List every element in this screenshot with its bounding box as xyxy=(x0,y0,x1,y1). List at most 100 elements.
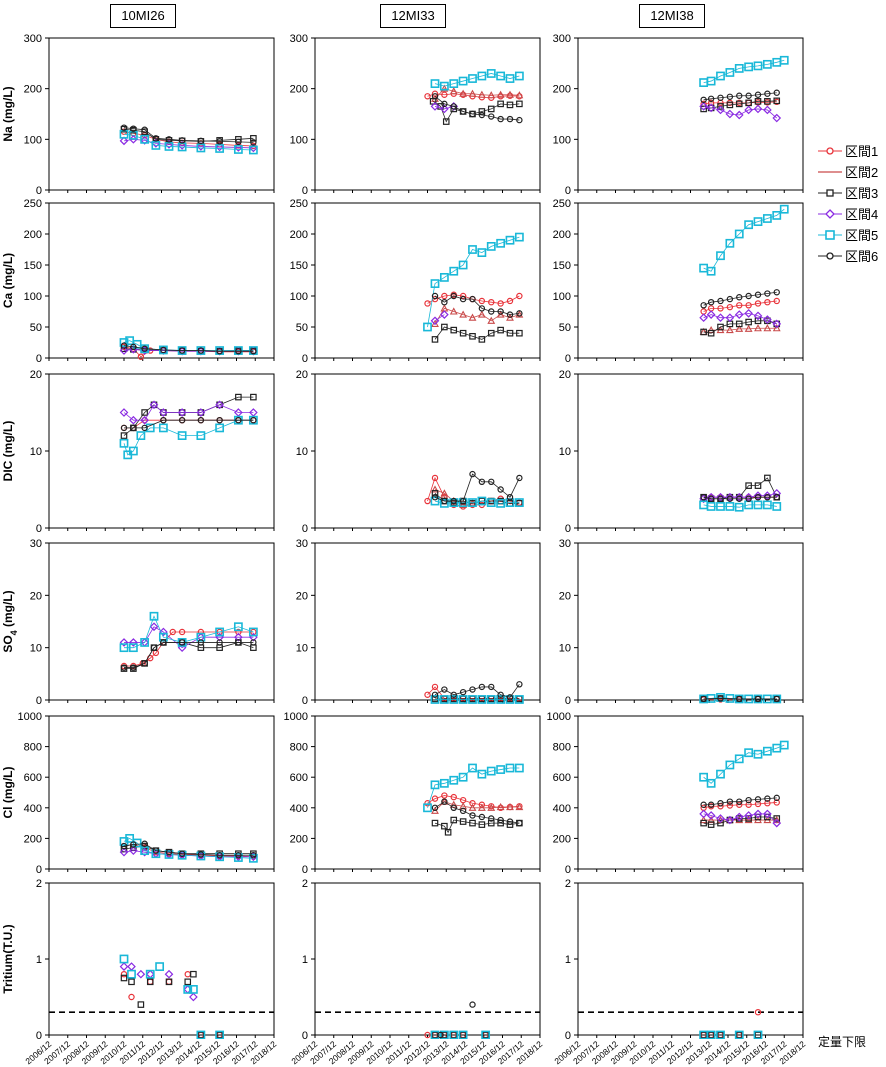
data-point xyxy=(158,632,168,642)
subplot: 0 10 20 xyxy=(559,369,804,535)
data-point xyxy=(717,819,724,827)
data-point xyxy=(159,408,168,417)
data-point xyxy=(505,235,515,245)
data-point xyxy=(120,424,128,432)
legend-marker-icon xyxy=(818,208,842,219)
subplot: 0 200 400 600 800 1000 xyxy=(284,711,541,876)
data-point xyxy=(215,400,224,410)
data-point xyxy=(478,297,486,305)
data-point xyxy=(516,310,523,317)
data-point xyxy=(183,984,193,994)
data-point xyxy=(497,308,504,315)
plot-frame xyxy=(314,542,541,701)
data-point xyxy=(459,295,467,303)
data-point xyxy=(120,124,128,131)
data-point xyxy=(132,838,142,848)
data-point xyxy=(216,347,223,355)
data-point xyxy=(140,638,150,647)
data-point xyxy=(119,346,129,355)
data-point xyxy=(160,639,167,646)
y-tick-label: 10 xyxy=(296,446,308,458)
data-point xyxy=(190,970,197,978)
data-point xyxy=(152,847,160,854)
series-line xyxy=(703,59,785,83)
data-point xyxy=(155,962,165,971)
series-line xyxy=(123,131,254,147)
y-tick-label: 300 xyxy=(290,33,308,45)
y-tick-label: 100 xyxy=(24,291,42,303)
data-point xyxy=(726,295,734,303)
data-point xyxy=(488,113,495,120)
data-point xyxy=(716,105,725,115)
data-point xyxy=(506,90,514,98)
y-tick-label: 800 xyxy=(553,742,571,754)
legend-label: 区間3 xyxy=(845,186,879,201)
data-point xyxy=(165,978,173,986)
data-point xyxy=(424,800,431,807)
data-point xyxy=(250,135,257,142)
data-point xyxy=(235,393,242,401)
data-point xyxy=(146,978,154,986)
data-point xyxy=(753,217,763,226)
data-point xyxy=(505,498,515,507)
data-point xyxy=(151,849,161,859)
data-point xyxy=(197,851,205,858)
data-point xyxy=(450,1031,458,1039)
data-point xyxy=(127,969,136,979)
data-point xyxy=(459,818,467,825)
data-point xyxy=(196,143,206,153)
subplot: 0 50 100 150 200 250 Ca (mg/L) xyxy=(1,198,275,365)
y-tick-label: 0 xyxy=(36,353,42,365)
data-point xyxy=(754,1031,762,1039)
series-group xyxy=(119,954,225,1039)
data-point xyxy=(235,639,242,646)
y-tick-label: 20 xyxy=(296,369,308,381)
legend: 区間1 区間2 区間3 区間4 区間5 区間6 xyxy=(818,140,878,266)
data-point xyxy=(762,59,772,69)
data-point xyxy=(141,126,148,133)
data-point xyxy=(753,311,763,321)
data-point xyxy=(431,474,439,482)
data-point xyxy=(431,804,439,812)
data-point xyxy=(487,91,496,99)
data-point xyxy=(169,628,176,636)
data-point xyxy=(514,232,524,242)
data-point xyxy=(235,347,242,355)
subplot: 0 200 400 600 800 1000 xyxy=(547,711,804,876)
data-point xyxy=(450,103,457,110)
y-tick-label: 20 xyxy=(30,369,42,381)
data-point xyxy=(196,1030,206,1039)
data-point xyxy=(515,91,524,99)
series-group xyxy=(424,1001,491,1039)
data-point xyxy=(477,769,487,779)
data-point xyxy=(119,638,129,647)
data-point xyxy=(773,297,780,305)
legend-item: 区間2 xyxy=(818,161,878,182)
data-point xyxy=(700,328,707,336)
data-point xyxy=(235,138,242,146)
data-point xyxy=(196,142,206,151)
data-point xyxy=(136,431,146,440)
data-point xyxy=(773,695,780,703)
data-point xyxy=(184,978,192,986)
data-point xyxy=(514,695,524,704)
data-point xyxy=(773,794,780,802)
data-point xyxy=(120,842,128,850)
y-tick-label: 250 xyxy=(553,198,571,210)
legend-marker-icon xyxy=(818,251,842,260)
data-point xyxy=(735,1031,743,1039)
data-point xyxy=(477,695,487,704)
data-point xyxy=(477,71,487,81)
data-point xyxy=(707,801,715,808)
data-point xyxy=(165,136,173,143)
subplot: 0122006/122007/122008/122009/122010/1220… xyxy=(289,878,544,1066)
data-point xyxy=(430,316,440,326)
data-point xyxy=(745,495,752,502)
data-point xyxy=(128,993,135,1001)
data-point xyxy=(772,818,782,828)
well-label-3: 12MI38 xyxy=(639,4,705,28)
plot-frame xyxy=(577,715,804,870)
data-point xyxy=(450,292,457,300)
legend-item: 区間4 xyxy=(818,203,878,224)
data-point xyxy=(726,303,734,311)
